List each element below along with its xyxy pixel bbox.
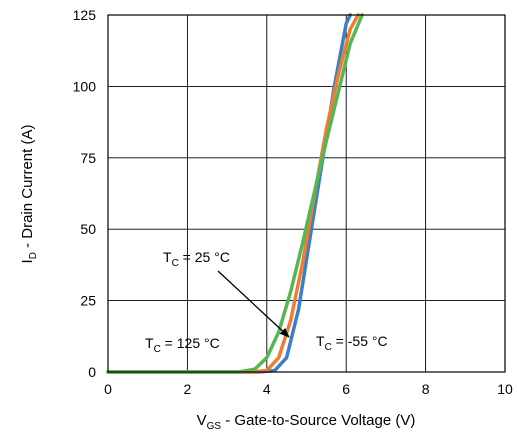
y-tick-label: 75 (80, 150, 96, 166)
x-tick-labels: 0 2 4 6 8 10 (104, 381, 513, 397)
annotation-arrow (217, 270, 290, 338)
annotation-tc-125-sub: C (154, 344, 161, 355)
y-tick-label: 100 (73, 78, 97, 94)
y-axis-title: ID - Drain Current (A) (19, 125, 39, 264)
series-line-25c (106, 13, 360, 374)
x-axis-title-sub: GS (207, 421, 222, 432)
x-tick-label: 6 (342, 381, 350, 397)
annotation-tc-125-main: T (145, 335, 154, 351)
annotation-tc-minus55-sub: C (325, 342, 332, 353)
annotation-tc-minus55-rest: = -55 °C (332, 333, 388, 349)
x-tick-label: 10 (497, 381, 513, 397)
y-axis-title-main: I (19, 259, 36, 263)
annotation-tc-125: TC = 125 °C (145, 335, 220, 355)
annotation-tc-125-rest: = 125 °C (161, 335, 220, 351)
y-tick-label: 25 (80, 293, 96, 309)
y-tick-label: 0 (88, 364, 96, 380)
y-axis-title-sub: D (28, 252, 39, 259)
series-line-125c (106, 13, 364, 374)
annotation-tc-25-sub: C (172, 258, 179, 269)
x-tick-label: 0 (104, 381, 112, 397)
annotation-tc-minus55-main: T (316, 333, 325, 349)
data-series (106, 13, 364, 374)
annotation-tc-25-main: T (163, 249, 172, 265)
annotation-tc-minus55: TC = -55 °C (316, 333, 388, 353)
x-tick-label: 4 (263, 381, 271, 397)
x-axis-title-rest: - Gate-to-Source Voltage (V) (221, 412, 415, 429)
annotation-tc-25-rest: = 25 °C (179, 249, 230, 265)
annotation-tc-25: TC = 25 °C (163, 249, 230, 269)
plot-frame (107, 14, 506, 373)
y-tick-label: 125 (73, 7, 97, 23)
y-tick-label: 50 (80, 221, 96, 237)
x-axis-title-main: V (197, 412, 207, 429)
x-tick-label: 2 (184, 381, 192, 397)
y-tick-labels: 0 25 50 75 100 125 (73, 7, 97, 380)
plot-background (108, 15, 505, 372)
x-tick-label: 8 (422, 381, 430, 397)
x-axis-title: VGS - Gate-to-Source Voltage (V) (197, 412, 416, 432)
y-axis-title-rest: - Drain Current (A) (19, 125, 36, 253)
